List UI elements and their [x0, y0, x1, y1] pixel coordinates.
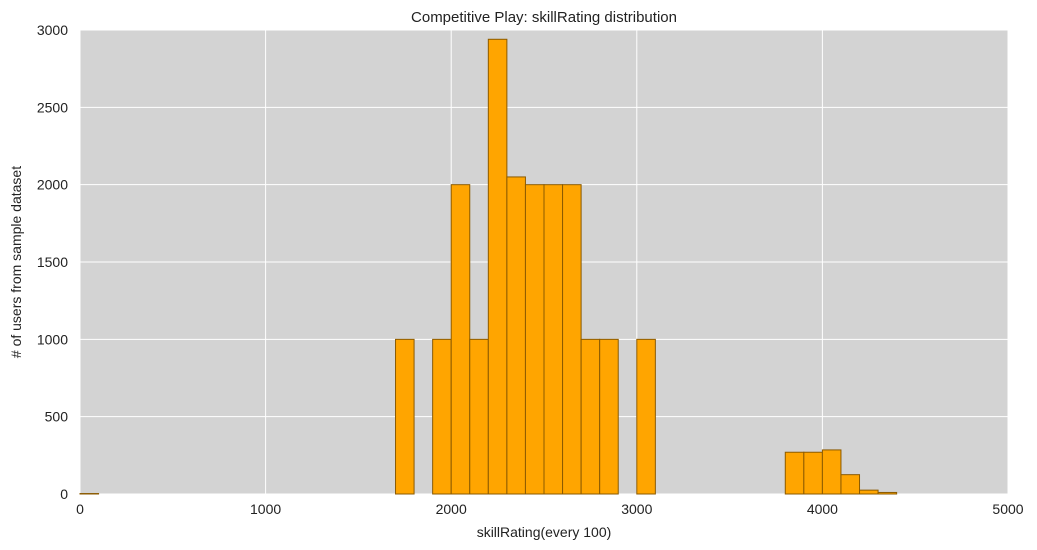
histogram-bar [599, 338, 619, 495]
y-tick-label: 1500 [37, 254, 68, 270]
histogram-bar [469, 338, 489, 495]
histogram-bar [506, 176, 526, 495]
histogram-bar [487, 38, 508, 495]
x-tick-label: 3000 [621, 501, 652, 517]
chart-title: Competitive Play: skillRating distributi… [411, 9, 677, 26]
y-tick-label: 0 [60, 486, 68, 502]
histogram-bar [840, 474, 861, 495]
histogram-bar [543, 184, 564, 495]
x-tick-label: 1000 [250, 501, 281, 517]
y-axis-ticks: 0 500 1000 1500 2000 2500 3000 [37, 22, 68, 502]
histogram-bar [877, 491, 898, 495]
histogram-bar [580, 338, 601, 495]
y-tick-label: 2500 [37, 99, 68, 115]
histogram-bar [450, 184, 471, 495]
histogram-bar [821, 449, 842, 495]
x-axis-ticks: 0 1000 2000 3000 4000 5000 [76, 501, 1024, 517]
x-tick-label: 4000 [807, 501, 838, 517]
y-tick-label: 500 [45, 409, 69, 425]
y-tick-label: 2000 [37, 177, 68, 193]
x-tick-label: 2000 [436, 501, 467, 517]
x-tick-label: 5000 [992, 501, 1023, 517]
y-tick-label: 1000 [37, 331, 68, 347]
histogram-bar [395, 338, 415, 495]
y-axis-label: # of users from sample dataset [8, 166, 24, 358]
bars [79, 38, 898, 495]
histogram-bar [784, 451, 805, 495]
histogram-bar [524, 184, 545, 495]
histogram-bar [636, 338, 656, 495]
histogram-bar [562, 184, 582, 495]
y-tick-label: 3000 [37, 22, 68, 38]
x-axis-label: skillRating(every 100) [477, 524, 612, 540]
x-tick-label: 0 [76, 501, 84, 517]
histogram-bar [859, 489, 879, 495]
histogram-bar [432, 338, 452, 495]
histogram-bar [803, 451, 823, 495]
